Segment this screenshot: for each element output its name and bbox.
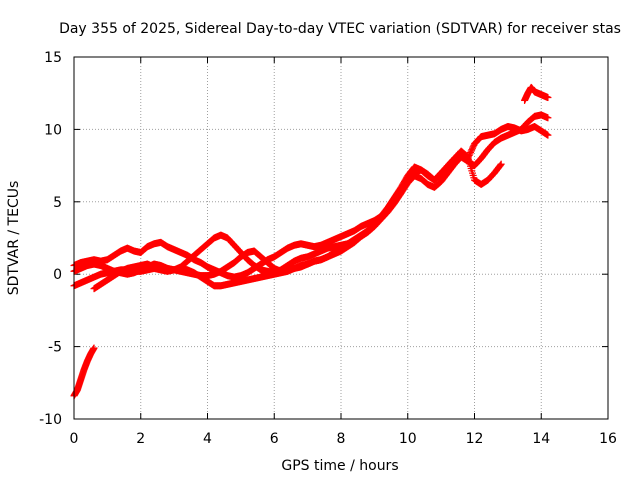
chart-title: Day 355 of 2025, Sidereal Day-to-day VTE… bbox=[59, 21, 621, 37]
y-axis-title: SDTVAR / TECUs bbox=[6, 181, 22, 296]
y-tick-label: 10 bbox=[44, 122, 62, 138]
y-tick-label: -5 bbox=[48, 340, 62, 356]
y-tick-label: 5 bbox=[53, 195, 62, 211]
y-tick-label: 0 bbox=[53, 267, 62, 283]
x-tick-label: 0 bbox=[70, 431, 79, 447]
x-tick-label: 14 bbox=[532, 431, 550, 447]
data-point bbox=[397, 189, 405, 197]
series-track-6 bbox=[70, 344, 98, 400]
data-point bbox=[396, 190, 404, 198]
x-tick-label: 12 bbox=[466, 431, 484, 447]
data-point bbox=[544, 94, 552, 102]
data-point bbox=[90, 344, 98, 352]
x-tick-label: 2 bbox=[136, 431, 145, 447]
x-tick-label: 4 bbox=[203, 431, 212, 447]
tick-labels: 0 2 4 6 8 10 12 14 16 -10 -5 0 5 10 15 bbox=[39, 50, 617, 447]
data-point bbox=[544, 114, 552, 122]
series-track-5 bbox=[521, 83, 552, 104]
y-tick-label: 15 bbox=[44, 50, 62, 66]
y-tick-label: -10 bbox=[39, 412, 62, 428]
data-point bbox=[497, 161, 505, 169]
data-point bbox=[544, 131, 552, 139]
x-tick-label: 8 bbox=[337, 431, 346, 447]
series-track-4 bbox=[90, 189, 405, 293]
data-points bbox=[70, 83, 552, 400]
x-axis-title: GPS time / hours bbox=[281, 458, 398, 474]
x-tick-label: 6 bbox=[270, 431, 279, 447]
data-point bbox=[497, 160, 505, 168]
plot-frame bbox=[73, 56, 609, 420]
x-tick-label: 16 bbox=[599, 431, 617, 447]
x-tick-label: 10 bbox=[399, 431, 417, 447]
